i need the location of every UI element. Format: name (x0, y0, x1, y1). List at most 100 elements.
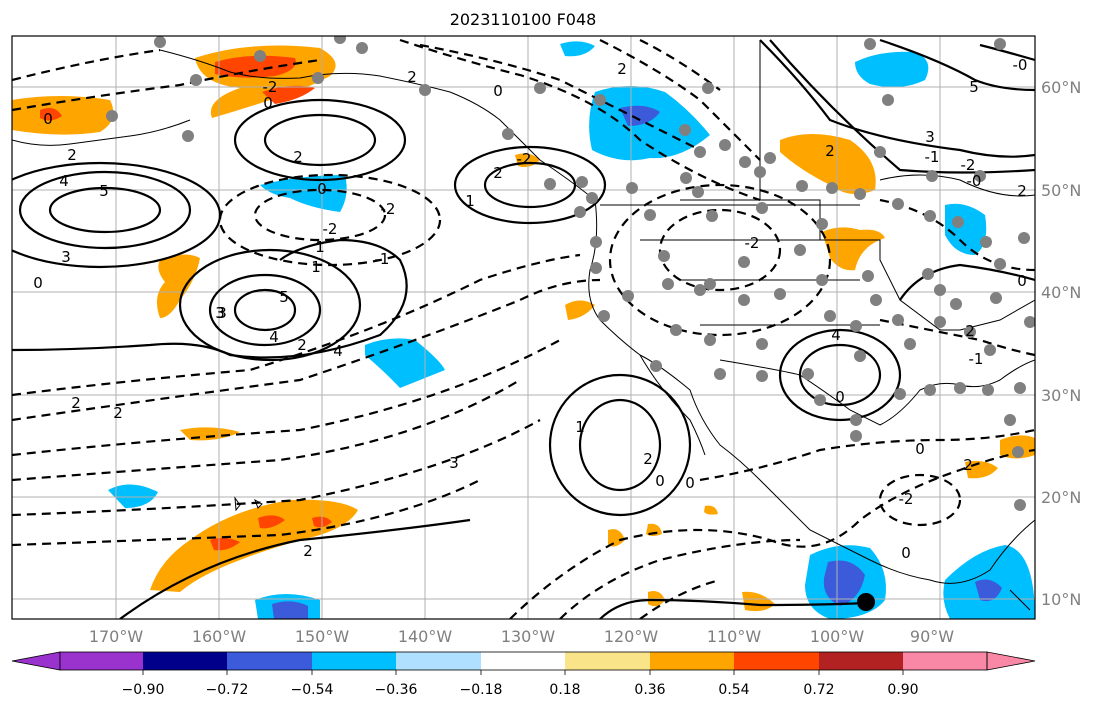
contour-label: -1 (375, 250, 390, 268)
colorbar-tick-label: 0.90 (887, 682, 918, 698)
colorbar-segment (819, 652, 903, 670)
contour-label: 4 (333, 342, 343, 360)
contour-label: 0 (655, 472, 665, 490)
contour-label-layer: 0 2 4 5 3 0 2 0 -2 2 3 2 0 -2 -1 1 4 5 3… (33, 56, 1027, 562)
contour-label: 3 (925, 128, 935, 146)
latitude-labels: 60°N 50°N 40°N 30°N 20°N 10°N (1041, 78, 1081, 609)
latitude-label: 20°N (1041, 488, 1081, 507)
colorbar-tick-label: 0.54 (718, 682, 749, 698)
contour-label: 2 (965, 322, 975, 340)
shading-layer (12, 41, 1035, 619)
contour-label: 0 (1017, 272, 1027, 290)
contour-label: 2 (493, 164, 503, 182)
plot-title: 2023110100 F048 (449, 10, 597, 29)
contour-label: -2 (745, 234, 760, 252)
contour-label: 4 (831, 326, 841, 344)
contour-label: -2 (263, 78, 278, 96)
colorbar-tick-label: −0.18 (460, 682, 503, 698)
contour-label: 0 (835, 388, 845, 406)
longitude-label: 100°W (810, 627, 865, 646)
positive-shading (210, 537, 240, 551)
longitude-label: 90°W (910, 627, 954, 646)
contour-label: 2 (617, 60, 627, 78)
contour-label: 2 (643, 450, 653, 468)
contour-label: 0 (317, 180, 327, 198)
latitude-label: 60°N (1041, 78, 1081, 97)
colorbar-tick-label: −0.72 (206, 682, 249, 698)
latitude-label: 50°N (1041, 181, 1081, 200)
negative-shading (975, 579, 1002, 602)
colorbar-tick-label: −0.90 (122, 682, 165, 698)
positive-shading (40, 108, 62, 121)
contour-label: -2 (517, 150, 532, 168)
colorbar-max-extension (986, 651, 1036, 671)
contour-label: 0 (915, 440, 925, 458)
positive-shading (258, 515, 285, 529)
longitude-label: 150°W (295, 627, 350, 646)
longitude-label: 110°W (707, 627, 762, 646)
contour-label: -1 (969, 350, 984, 368)
colorbar-tick-label: 0.36 (634, 682, 665, 698)
contour-label: -0 (1013, 56, 1028, 74)
contour-label: 4 (269, 328, 279, 346)
contour-label: 0 (493, 82, 503, 100)
longitude-label: 120°W (604, 627, 659, 646)
contour-label: 5 (99, 182, 109, 200)
contour-label: 2 (67, 146, 77, 164)
contour-label: 0 (685, 474, 695, 492)
colorbar-segment (227, 652, 312, 670)
colorbar-tick-label: −0.36 (375, 682, 418, 698)
positive-shading (215, 55, 296, 78)
contour-label: 3 (449, 454, 459, 472)
contour-label: 2 (297, 336, 307, 354)
colorbar-segment (650, 652, 734, 670)
contour-label: 1 (315, 238, 325, 256)
contour-label: -2 (323, 220, 338, 238)
colorbar-tick-label: −0.54 (291, 682, 334, 698)
negative-shading (272, 601, 308, 619)
colorbar-min-extension (11, 651, 61, 671)
colorbar: −0.90 −0.72 −0.54 −0.36 −0.18 0.18 0.36 … (11, 651, 1036, 698)
map-border (11, 35, 1036, 620)
positive-shading (262, 85, 315, 104)
contour-lines (12, 38, 1035, 619)
contour-label: -2 (899, 490, 914, 508)
negative-shading (260, 175, 347, 212)
contour-label: 2 (71, 394, 81, 412)
colorbar-segment (396, 652, 481, 670)
contour-label: 2 (1017, 182, 1027, 200)
contour-label: 1 (575, 418, 585, 436)
contour-label: -1 (925, 148, 940, 166)
negative-shading (589, 86, 710, 161)
negative-shading (620, 105, 660, 126)
map-area (12, 36, 1035, 619)
positive-shading (780, 134, 876, 194)
positive-shading (12, 96, 114, 135)
contour-label: 2 (293, 148, 303, 166)
colorbar-segment (565, 652, 650, 670)
contour-label: 3 (61, 248, 71, 266)
contour-label: 1 (311, 258, 321, 276)
contour-label: 2 (303, 542, 313, 560)
colorbar-segment (903, 652, 987, 670)
longitude-label: 140°W (398, 627, 453, 646)
longitude-labels: 170°W 160°W 150°W 140°W 130°W 120°W 110°… (89, 627, 954, 646)
contour-label: -0 (967, 172, 982, 190)
contour-label: 2 (113, 404, 123, 422)
station-markers (106, 36, 1035, 511)
contour-label: 1 (465, 192, 475, 210)
longitude-label: 130°W (501, 627, 556, 646)
colorbar-segment (143, 652, 227, 670)
positive-shading (742, 591, 775, 612)
contour-label: 2 (407, 68, 417, 86)
contour-label: 2 (825, 142, 835, 160)
positive-shading (704, 505, 718, 515)
contour-label: -2 (961, 156, 976, 174)
colorbar-segment (734, 652, 819, 670)
contour-label: 3 (215, 304, 225, 322)
position-marker (857, 593, 875, 611)
colorbar-segment (481, 652, 565, 670)
colorbar-segment (60, 652, 143, 670)
negative-shading (945, 203, 987, 255)
